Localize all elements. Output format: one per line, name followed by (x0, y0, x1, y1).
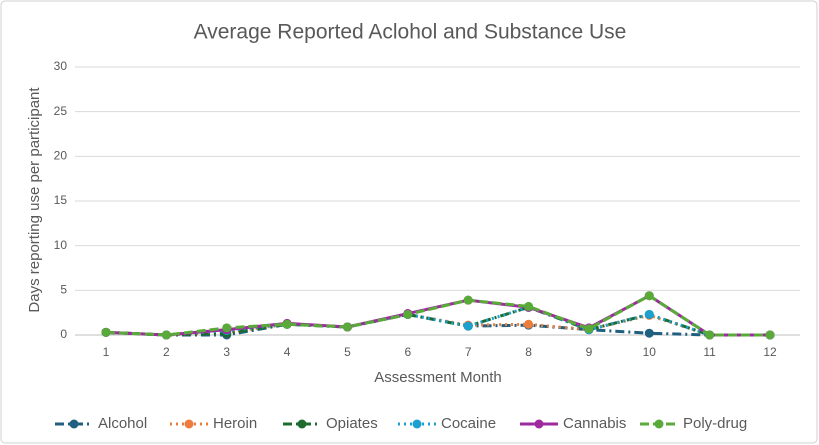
x-tick-label: 6 (404, 345, 411, 359)
data-point (524, 301, 534, 311)
data-point (644, 309, 654, 319)
data-point (282, 319, 292, 329)
legend-marker (412, 419, 422, 429)
y-tick-label: 25 (54, 104, 68, 118)
legend-label: Opiates (326, 415, 378, 432)
data-point (342, 322, 352, 332)
data-point (403, 309, 413, 319)
data-point (463, 295, 473, 305)
legend-marker (184, 419, 194, 429)
x-tick-label: 7 (465, 345, 472, 359)
legend-label: Alcohol (98, 415, 147, 432)
x-tick-label: 3 (223, 345, 230, 359)
data-point (644, 328, 654, 338)
x-tick-label: 11 (703, 345, 716, 359)
data-point (101, 327, 111, 337)
legend-label: Heroin (213, 415, 257, 432)
data-point (705, 330, 715, 340)
x-tick-label: 8 (525, 345, 532, 359)
x-tick-label: 5 (344, 345, 351, 359)
chart-title: Average Reported Aclohol and Substance U… (194, 21, 627, 44)
x-axis-title: Assessment Month (374, 369, 502, 386)
data-point (524, 319, 534, 329)
y-tick-label: 10 (54, 238, 68, 252)
data-point (463, 321, 473, 331)
y-tick-label: 30 (54, 59, 68, 73)
data-point (584, 324, 594, 334)
legend-marker (654, 419, 664, 429)
x-tick-label: 9 (586, 345, 593, 359)
x-tick-label: 2 (163, 345, 170, 359)
x-tick-label: 10 (643, 345, 657, 359)
y-axis-title: Days reporting use per participant (26, 87, 43, 313)
y-tick-label: 0 (60, 327, 67, 341)
legend-marker (69, 419, 79, 429)
series-line (105, 305, 770, 337)
series-line (105, 293, 770, 337)
series-line (105, 312, 770, 337)
legend-label: Cocaine (441, 415, 496, 432)
x-tick-label: 1 (103, 345, 110, 359)
y-tick-label: 15 (54, 193, 68, 207)
y-tick-label: 20 (54, 149, 68, 163)
legend-label: Cannabis (563, 415, 626, 432)
x-tick-label: 12 (763, 345, 777, 359)
data-point (222, 323, 232, 333)
data-point (161, 330, 171, 340)
data-point (765, 330, 775, 340)
data-point (644, 291, 654, 301)
y-tick-label: 5 (60, 283, 67, 297)
legend-label: Poly-drug (683, 415, 747, 432)
legend-marker (297, 419, 307, 429)
legend-marker (534, 419, 544, 429)
x-tick-label: 4 (284, 345, 291, 359)
